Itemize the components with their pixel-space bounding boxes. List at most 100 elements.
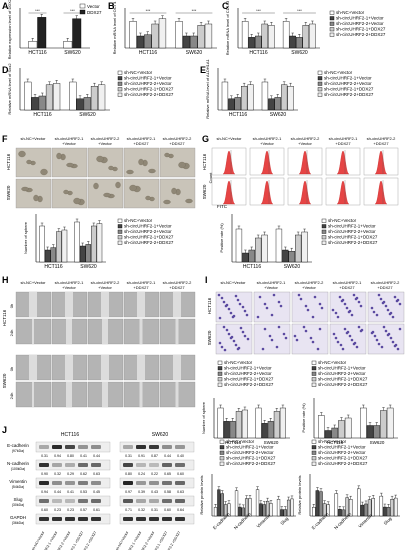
stained-cell — [350, 338, 354, 342]
y-axis-label: Relative mRNA level of OCT4 — [112, 1, 117, 54]
sphere-cell — [185, 198, 193, 204]
column-label: sh-circUHRF2-2 — [91, 136, 120, 141]
protein-band — [78, 481, 88, 485]
stained-cell — [382, 300, 386, 304]
bar — [248, 249, 255, 263]
y-axis-label: Positive rate (%) — [219, 223, 224, 253]
bar — [393, 497, 398, 517]
flow-peak — [374, 150, 388, 175]
stained-cell — [245, 313, 249, 317]
x-tick-label: Slug — [383, 516, 393, 526]
column-label: sh-NC+Vector — [20, 280, 46, 285]
stained-cell — [261, 347, 265, 351]
legend-swatch — [311, 445, 317, 450]
legend-swatch — [321, 218, 327, 223]
stained-cell — [293, 334, 297, 338]
bar — [283, 509, 287, 517]
row-label: SW620 — [207, 330, 212, 345]
row-label: HCT116 — [207, 297, 212, 314]
column-label: +DDX27 — [169, 141, 185, 146]
stained-cell — [336, 315, 340, 319]
legend-label: sh-NC+Vector — [124, 70, 153, 75]
legend-swatch — [311, 371, 317, 376]
column-label: sh-circUHRF2-1 — [257, 280, 286, 285]
stained-cell — [373, 334, 377, 338]
stained-cell — [309, 336, 313, 340]
sphere-cell — [115, 181, 121, 189]
band-density-value: 0.23 — [54, 508, 61, 512]
legend-swatch — [311, 377, 317, 382]
band-density-value: 0.71 — [125, 508, 132, 512]
protein-band — [162, 463, 172, 467]
sphere-cell — [21, 186, 29, 192]
bar — [217, 407, 224, 439]
stained-cell — [346, 330, 350, 334]
stained-cell — [295, 338, 299, 342]
legend-swatch — [117, 87, 123, 92]
column-label: +DDX27 — [373, 141, 389, 146]
legend-label: sh-circUHRF2-1+DDX27 — [226, 456, 276, 461]
legend-label: sh-NC+Vector — [224, 360, 253, 365]
legend-label: sh-circUHRF2-2+Vector — [224, 371, 272, 376]
legend-label: sh-NC+Vector — [318, 439, 347, 444]
cell-line-label: HCT116 — [61, 432, 79, 438]
protein-band — [52, 445, 62, 449]
stained-cell — [220, 296, 224, 300]
fitc-axis-label: FITC — [217, 204, 228, 209]
legend-swatch — [311, 360, 317, 365]
bar — [373, 425, 381, 439]
protein-band — [65, 517, 75, 521]
bar — [338, 509, 342, 517]
stained-cell — [318, 327, 322, 331]
legend-swatch — [311, 366, 317, 371]
bar — [280, 509, 284, 517]
stained-cell — [396, 347, 400, 351]
stained-cell — [232, 314, 236, 318]
legend-swatch — [329, 10, 335, 15]
bar — [254, 237, 262, 263]
y-axis-label: Number of sphere — [23, 221, 28, 254]
x-tick-label: SW620 — [80, 264, 97, 270]
bar — [390, 499, 394, 517]
band-density-value: 0.44 — [93, 454, 100, 458]
column-label: sh-circUHRF2-2 — [91, 280, 120, 285]
protein-band — [39, 445, 49, 449]
bar — [279, 407, 286, 439]
bar — [287, 85, 294, 111]
wound-gap — [137, 292, 145, 317]
x-tick-label: HCT116 — [139, 50, 157, 56]
column-label: +Vector — [98, 285, 112, 290]
column-label: sh-circUHRF2-1 — [127, 136, 156, 141]
legend-label: DDX27 — [87, 10, 102, 15]
column-label: +Vector — [264, 285, 278, 290]
bar — [37, 17, 47, 49]
bar — [309, 23, 316, 49]
protein-band — [162, 481, 172, 485]
wound-gap — [102, 319, 108, 344]
protein-band — [78, 463, 88, 467]
stained-cell — [270, 338, 274, 342]
sphere-image — [159, 147, 196, 178]
column-label: sh-circUHRF2-1 — [55, 280, 84, 285]
protein-band — [123, 445, 133, 449]
bar — [259, 503, 263, 517]
bar — [383, 506, 387, 517]
stained-cell — [396, 298, 400, 302]
stained-cell — [222, 325, 226, 329]
stained-cell — [311, 340, 315, 344]
sphere-cell — [66, 162, 74, 168]
legend-swatch — [311, 456, 317, 461]
stained-cell — [386, 308, 390, 312]
stained-cell — [297, 293, 301, 297]
bar — [158, 18, 167, 49]
bar — [248, 37, 255, 49]
x-tick-label: SW620 — [284, 264, 301, 270]
stained-cell — [391, 340, 395, 344]
panel-letter: E — [200, 65, 206, 75]
legend-label: sh-circUHRF2-2+Vector — [124, 81, 172, 86]
protein-band — [91, 481, 101, 485]
stained-cell — [389, 311, 393, 315]
band-density-value: 0.40 — [177, 454, 184, 458]
bar — [289, 35, 296, 49]
legend-label: sh-circUHRF2-2+DDX27 — [124, 92, 174, 97]
